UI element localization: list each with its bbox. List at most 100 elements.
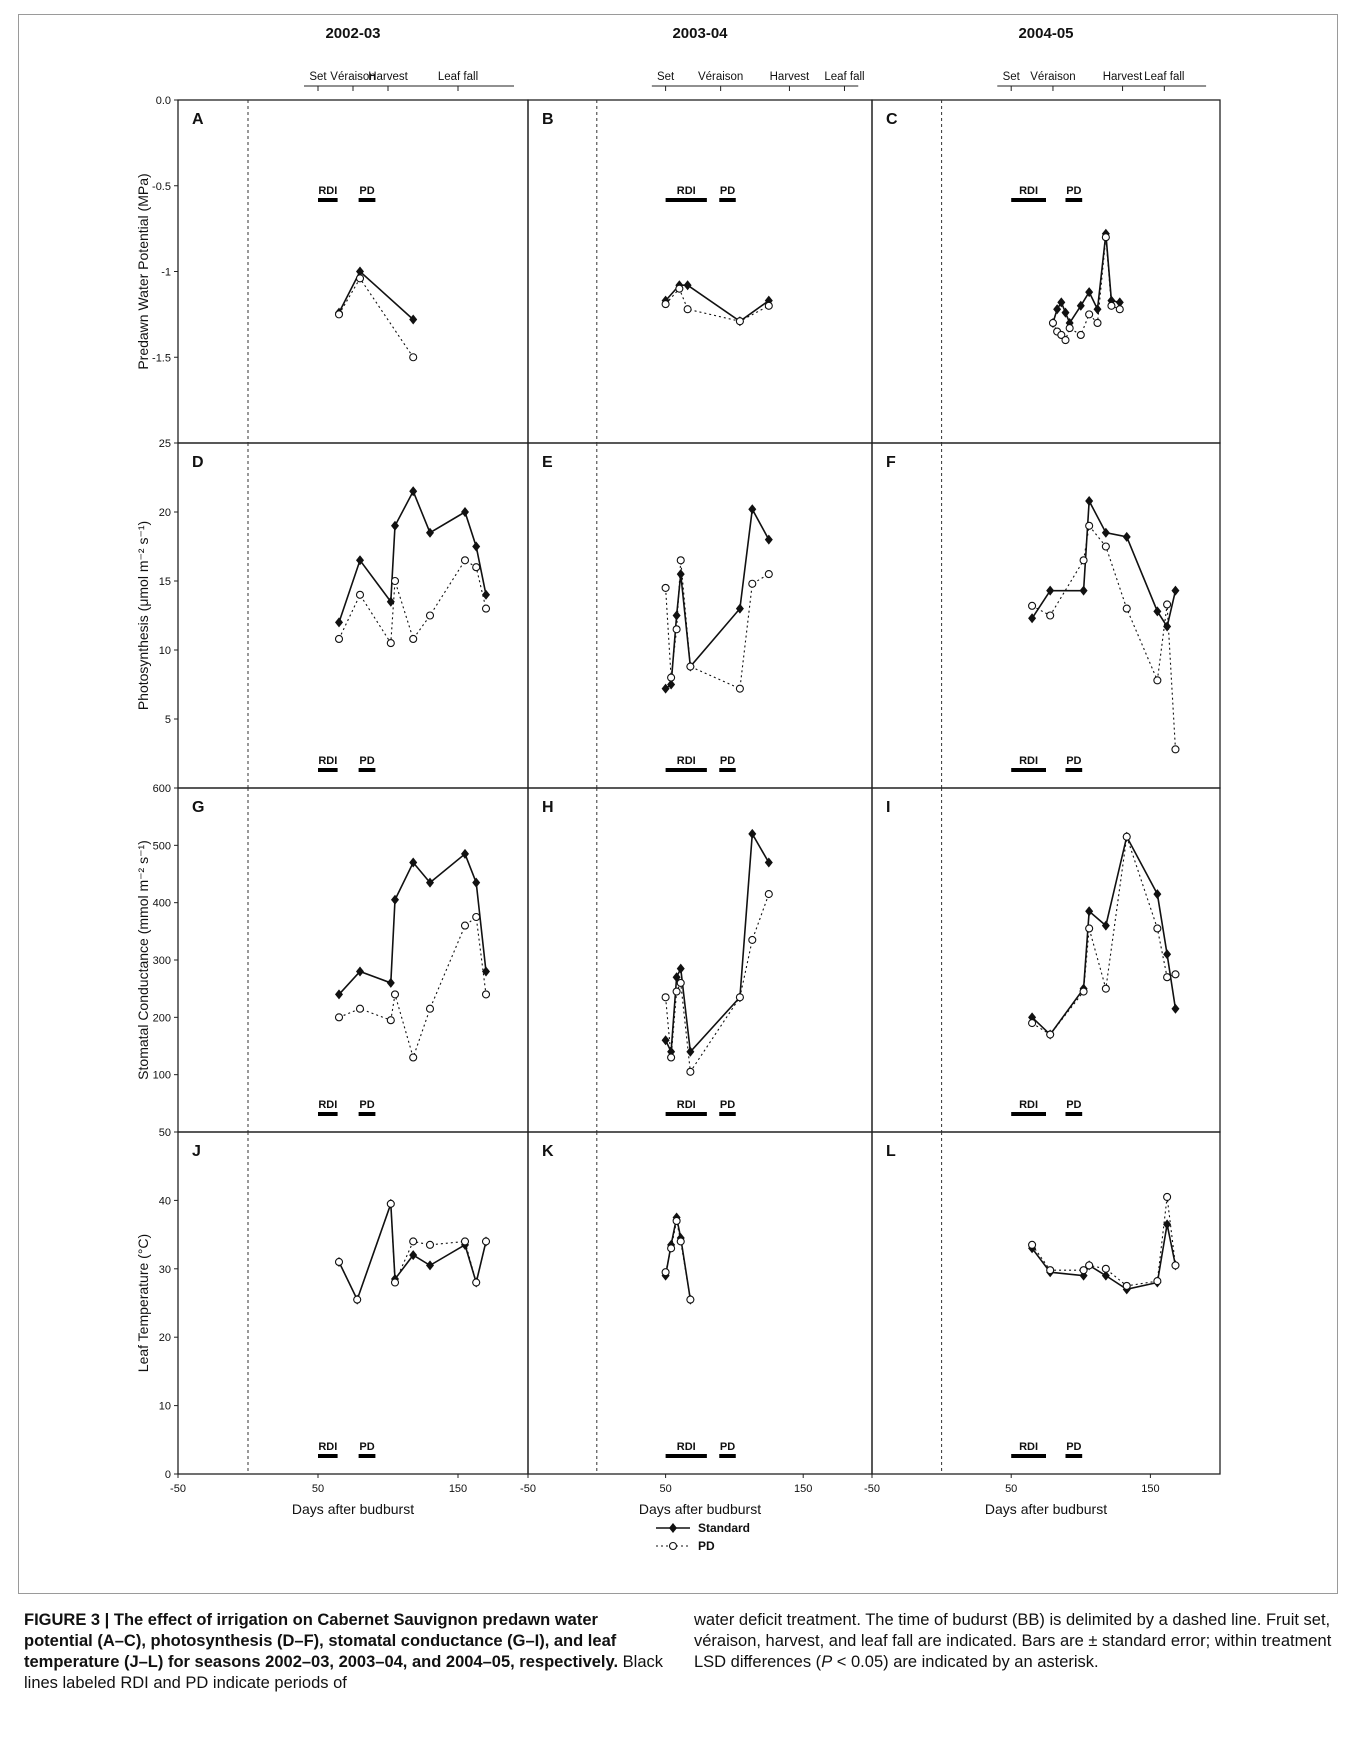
rdi-period-label: RDI [318,1441,337,1453]
pd-data-point [1085,924,1094,933]
pd-data-point [460,1237,470,1246]
panel-border [527,787,873,1133]
rdi-period-label: RDI [318,1099,337,1111]
pd-data-point [390,990,400,999]
stage-label-Leaf fall: Leaf fall [438,71,478,83]
pd-data-point [1107,301,1116,310]
panel-H: H RDI PD [527,787,873,1133]
stage-label-Set: Set [1003,71,1021,83]
panel-E: E RDI PD [527,442,873,789]
caption-p-italic: P [821,1653,833,1671]
panel-letter: A [192,111,204,128]
pd-data-point [472,1278,481,1287]
rdi-period-label: RDI [1019,1099,1038,1111]
pd-data-point [1101,984,1110,993]
panel-border [871,1131,1221,1475]
pd-data-point [661,993,670,1002]
y-tick-label: -1.5 [152,352,171,364]
pd-data-point [355,590,365,599]
pd-data-point [481,604,491,613]
stage-label-Harvest: Harvest [770,71,810,83]
standard-data-point [1153,889,1162,900]
y-tick-label: -1 [161,267,171,279]
panel-B: B RDI PD [527,99,873,444]
series-line-pd [1031,524,1177,750]
pd-period-label: PD [1066,185,1081,197]
standard-data-point [748,828,757,839]
x-tick-label: 50 [659,1483,671,1495]
pd-data-point [686,1295,695,1304]
standard-data-point [472,541,481,552]
pd-data-point [1163,600,1172,609]
stage-label-Véraison: Véraison [1030,71,1075,83]
pd-data-point [661,583,670,592]
rdi-period-label: RDI [677,1441,696,1453]
standard-data-point [748,504,757,515]
pd-data-point [1101,233,1110,242]
season-title-2002-03: 2002-03 [325,25,380,42]
pd-data-point [1079,1266,1088,1275]
caption-text-1: Black lines labeled RDI and PD indicate … [24,1653,663,1692]
pd-data-point [1163,1192,1172,1202]
standard-data-point [1053,304,1062,315]
pd-data-point [1115,305,1124,314]
standard-data-point [409,1250,418,1261]
standard-data-point [482,966,490,977]
standard-data-point [1101,527,1110,538]
y-tick-label: 40 [159,1195,171,1207]
panel-letter: C [886,111,898,128]
x-tick-label: 50 [1005,1483,1017,1495]
pd-data-point [1085,1261,1094,1270]
series-line-standard [1052,233,1120,325]
y-tick-label: 0 [165,1469,171,1481]
x-tick-label: 50 [312,1483,324,1495]
pd-data-point [676,978,685,987]
pd-data-point [481,1237,491,1246]
y-tick-label: 100 [153,1070,171,1082]
pd-data-point [472,563,481,572]
standard-data-point [1061,307,1070,318]
y-axis-label: Predawn Water Potential (MPa) [135,173,151,369]
x-tick-label: 150 [794,1483,812,1495]
pd-data-point [672,1216,681,1225]
rdi-period-label: RDI [1019,755,1038,767]
y-tick-label: 5 [165,714,171,726]
pd-data-point [1028,1240,1037,1249]
standard-data-point [661,683,670,694]
panel-J: J RDI PD [177,1131,529,1475]
pd-data-point [1122,1281,1131,1290]
pd-data-point [386,1016,395,1025]
standard-data-point [426,1260,434,1271]
legend-standard-marker [669,1523,677,1533]
y-tick-label: 400 [153,898,171,910]
pd-data-point [1076,330,1085,340]
series-line-pd [665,560,770,690]
standard-data-point [1028,613,1037,624]
y-tick-label: 10 [159,645,171,657]
standard-data-point [686,1046,695,1057]
standard-data-point [1163,949,1172,960]
pd-data-point [1028,1019,1037,1028]
pd-data-point [355,1004,365,1013]
standard-data-point [386,977,395,988]
standard-data-point [482,589,490,600]
y-tick-label: 15 [159,576,171,588]
standard-data-point [1076,300,1085,311]
y-tick-label: 20 [159,1332,171,1344]
standard-data-point [356,266,364,277]
x-tick-label: 150 [449,1483,467,1495]
pd-data-point [1153,924,1162,933]
legend-pd-label: PD [698,1539,715,1553]
pd-data-point [764,890,773,899]
standard-data-point [1171,1003,1180,1014]
pd-data-point [676,556,685,565]
panel-border [177,99,529,444]
standard-data-point [1101,920,1110,931]
pd-data-point [1048,318,1058,328]
standard-data-point [426,877,434,888]
standard-data-point [672,610,681,621]
standard-data-point [661,1035,670,1046]
standard-data-point [335,617,343,628]
x-tick-label: -50 [170,1483,186,1495]
pd-data-point [1171,1261,1180,1270]
